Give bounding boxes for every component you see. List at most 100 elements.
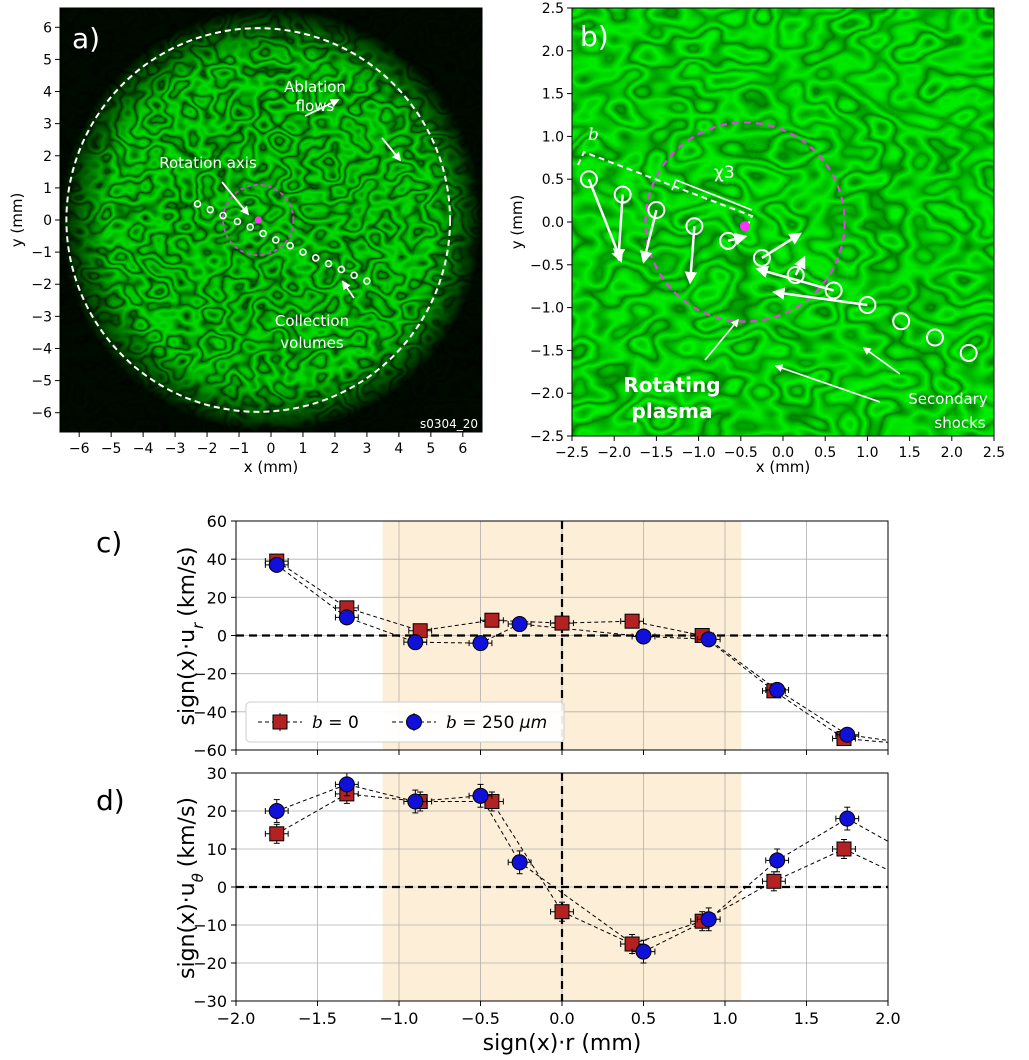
velocity-arrow — [640, 209, 658, 264]
legend-marker-b250 — [406, 714, 422, 730]
xtick-label: 1.0 — [712, 1009, 737, 1028]
xtick-label: 2.0 — [875, 1009, 900, 1028]
shot-id-label: s0304_20 — [420, 417, 478, 431]
a-xtick-label: 6 — [458, 441, 467, 457]
panel-c-ylabel: sign(x)·ur(km/s) — [175, 547, 207, 726]
a-ytick-label: −3 — [31, 309, 52, 325]
panel-c-legend: b = 0 b = 250 μm — [245, 701, 565, 743]
ytick-label: 40 — [207, 550, 227, 569]
panel-b-overlay — [577, 121, 978, 403]
chi3-bracket — [671, 178, 753, 211]
panel-label-c: c) — [96, 526, 122, 559]
legend-marker-b0 — [272, 714, 288, 730]
annotation-collection-1: Collection — [275, 312, 349, 330]
collection-volume — [350, 271, 358, 280]
collection-volume — [286, 241, 294, 250]
a-xtick-label: −1 — [229, 441, 250, 457]
b-xtick-label: 0.0 — [772, 445, 794, 461]
data-point-circle — [769, 852, 786, 869]
collection-volume-b — [925, 328, 944, 347]
series-line-0 — [276, 793, 845, 945]
ytick-label: −30 — [193, 992, 227, 1011]
xtick-label: 0.5 — [631, 1009, 656, 1028]
interferogram-a-vignette — [60, 8, 482, 432]
a-xtick-label: −4 — [133, 441, 154, 457]
b-ytick-label: −2.5 — [530, 429, 564, 445]
collection-volume — [206, 205, 215, 214]
impact-parameter-bracket — [577, 150, 754, 230]
interferogram-b-fringes — [572, 8, 994, 436]
velocity-arrow — [684, 226, 698, 285]
data-point-circle — [338, 776, 355, 793]
data-point-square — [624, 613, 640, 629]
xtick-label: −2.0 — [217, 1009, 256, 1028]
b-ytick-label: −1.5 — [530, 343, 564, 359]
b-xtick-label: −0.5 — [724, 445, 758, 461]
collection-volume — [219, 211, 227, 220]
velocity-arrow — [587, 178, 624, 263]
panel-a-overlay — [65, 27, 452, 413]
legend-label-b250: b = 250 μm — [446, 713, 547, 733]
data-point-square — [766, 873, 782, 889]
data-point-circle — [635, 628, 652, 645]
annotation-collection-2: volumes — [280, 334, 344, 352]
panel-a-ticks: −6 −5 −4 −3 −2 −1 0 1 2 3 4 5 6 −6 −5 −4 −3 −2 −1 0 1 2 3 4 5 6 — [31, 20, 467, 457]
a-ytick-label: 5 — [43, 52, 52, 68]
annotation-arrow-b — [704, 318, 740, 361]
ytick-label: 20 — [207, 802, 227, 821]
a-xtick-label: 3 — [362, 441, 371, 457]
annotation-chi3: χ3 — [714, 163, 735, 183]
b-ytick-label: 0.0 — [542, 215, 564, 231]
plot-area — [236, 773, 888, 1001]
panel-b: −2.5 −2.0 −1.5 −1.0 −0.5 0.0 0.5 1.0 1.5 2.0 2.5 −2… — [508, 1, 1005, 476]
outer-dashed-circle — [65, 27, 452, 413]
panel-b-ticks: −2.5 −2.0 −1.5 −1.0 −0.5 0.0 0.5 1.0 1.5 2.0 2.5 −2… — [530, 1, 1005, 461]
panel-b-ylabel: y (mm) — [508, 195, 526, 250]
a-ytick-label: 0 — [43, 213, 52, 229]
data-point-circle — [407, 634, 424, 651]
legend-label-b0: b = 0 — [312, 713, 359, 733]
data-point-circle — [839, 726, 856, 743]
collection-volume-b — [959, 343, 978, 362]
a-xtick-label: −6 — [69, 441, 90, 457]
panel-a: −6 −5 −4 −3 −2 −1 0 1 2 3 4 5 6 −6 −5 −4 −3 −2 −1 0 1 2 3 4 5 6 a… — [8, 7, 483, 476]
b-xtick-label: 1.0 — [856, 445, 878, 461]
rotation-axis-point — [254, 216, 262, 224]
data-point-circle — [511, 616, 528, 633]
data-point-circle — [635, 943, 652, 960]
b-ytick-label: 2.0 — [542, 44, 564, 60]
collection-volume — [299, 248, 307, 256]
ytick-label: −10 — [193, 916, 227, 935]
panel-d-plot: −30 −20 −10 0 10 20 30 −2.0 −1.5 −1.0 −0.5 0.0 0.5 1.… — [193, 764, 900, 1028]
b-ytick-label: −1.0 — [530, 301, 564, 317]
a-ytick-label: 1 — [43, 181, 52, 197]
ytick-label: 20 — [207, 588, 227, 607]
collection-volume — [193, 200, 202, 208]
collection-volume-b — [824, 281, 843, 300]
annotation-secondary-2: shocks — [934, 414, 985, 432]
b-ytick-label: −2.0 — [530, 386, 564, 402]
b-xtick-label: −1.0 — [682, 445, 716, 461]
ytick-label: 10 — [207, 840, 227, 859]
data-point-circle — [472, 787, 489, 804]
annotation-ablation-2: flows — [296, 97, 335, 115]
a-xtick-label: 5 — [426, 441, 435, 457]
panel-d-ylabel: sign(x)·uθ(km/s) — [175, 797, 207, 979]
ytick-label: −60 — [193, 741, 227, 760]
ytick-label: −20 — [193, 954, 227, 973]
ytick-label: 30 — [207, 764, 227, 783]
inner-dashed-circle — [222, 183, 295, 257]
panel-label-a: a) — [72, 22, 100, 55]
a-ytick-label: −6 — [31, 406, 52, 422]
a-ytick-label: −5 — [31, 374, 52, 390]
annotation-arrow — [381, 137, 402, 162]
b-ytick-label: 2.5 — [542, 1, 564, 17]
b-xtick-label: −2.5 — [555, 445, 589, 461]
b-xtick-label: 1.5 — [898, 445, 920, 461]
b-ytick-label: 1.5 — [542, 87, 564, 103]
a-xtick-label: 0 — [267, 441, 276, 457]
velocity-arrow — [755, 265, 834, 292]
a-xtick-label: −3 — [165, 441, 186, 457]
panel-a-ylabel: y (mm) — [8, 193, 26, 248]
collection-volume — [324, 259, 333, 268]
